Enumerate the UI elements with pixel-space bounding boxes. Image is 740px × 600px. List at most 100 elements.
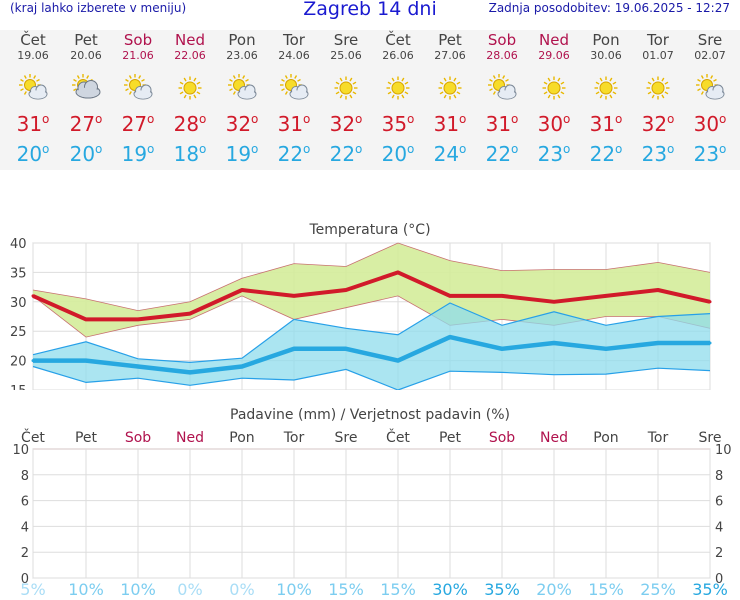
day-header: Pon 23.06: [216, 32, 268, 63]
sun-with-cloud-icon: [694, 72, 726, 104]
min-temp: 20o: [372, 142, 424, 166]
y-tick-label: 40: [10, 237, 27, 252]
precipitation-probability: 35%: [484, 580, 520, 599]
min-temp-value: 20: [381, 142, 408, 166]
degree-sign: o: [199, 112, 207, 126]
degree-sign: o: [95, 142, 103, 156]
min-temp-point: [292, 347, 296, 351]
y-tick-label-right: 6: [715, 495, 723, 510]
sun-with-cloud-icon: [278, 72, 310, 104]
precipitation-probability: 15%: [328, 580, 364, 599]
min-temp-value: 23: [693, 142, 720, 166]
min-temp-value: 22: [589, 142, 616, 166]
day-header: Ned 22.06: [164, 32, 216, 63]
day-date: 19.06: [17, 49, 49, 62]
max-temp-value: 30: [537, 112, 564, 136]
min-temp-value: 18: [173, 142, 200, 166]
day-date: 01.07: [642, 49, 674, 62]
sun-icon: [174, 72, 206, 104]
degree-sign: o: [42, 142, 50, 156]
degree-sign: o: [251, 142, 259, 156]
degree-sign: o: [667, 112, 675, 126]
precipitation-probability: 15%: [380, 580, 416, 599]
y-tick-label: 15: [10, 384, 27, 390]
min-range-band: [33, 303, 710, 390]
max-temp-line: [32, 270, 711, 322]
max-temp-value: 31: [433, 112, 460, 136]
y-tick-label-left: 8: [21, 469, 29, 484]
day-name: Pet: [438, 31, 462, 49]
forecast-strip: [0, 30, 740, 170]
sun-icon: [538, 72, 570, 104]
day-header: Sob 21.06: [112, 32, 164, 63]
degree-sign: o: [303, 112, 311, 126]
sun-with-cloud-icon: [122, 72, 154, 104]
min-range-lower-edge: [32, 365, 711, 390]
day-date: 24.06: [278, 49, 310, 62]
y-tick-label-left: 6: [21, 495, 29, 510]
day-name: Tor: [283, 31, 305, 49]
sun-icon: [590, 72, 622, 104]
day-header: Tor 24.06: [268, 31, 320, 63]
min-temp: 19o: [216, 142, 268, 166]
precipitation-probability: 30%: [432, 580, 468, 599]
min-temp-point: [500, 347, 504, 351]
max-temp: 30o: [528, 112, 580, 136]
min-temp-point: [448, 335, 452, 339]
max-temp-point: [708, 300, 712, 304]
max-temp-value: 35: [381, 112, 408, 136]
max-temp-point: [84, 317, 88, 321]
precipitation-probability: 15%: [588, 580, 624, 599]
degree-sign: o: [251, 112, 259, 126]
day-date: 21.06: [122, 49, 154, 62]
min-temp-point: [136, 364, 140, 368]
x-tick-label: Tor: [647, 430, 669, 446]
x-tick-label: Sob: [125, 430, 151, 446]
degree-sign: o: [303, 142, 311, 156]
max-temp-point: [552, 300, 556, 304]
day-date: 22.06: [174, 49, 206, 62]
degree-sign: o: [719, 112, 727, 126]
degree-sign: o: [667, 142, 675, 156]
max-temp: 31o: [476, 112, 528, 136]
max-temp-point: [344, 288, 348, 292]
degree-sign: o: [355, 142, 363, 156]
min-temp: 20o: [7, 142, 59, 166]
min-temp-value: 19: [225, 142, 252, 166]
degree-sign: o: [511, 142, 519, 156]
max-temp: 32o: [216, 112, 268, 136]
plot-area: [32, 448, 711, 579]
precipitation-probability: 20%: [536, 580, 572, 599]
degree-sign: o: [147, 112, 155, 126]
min-temp: 22o: [580, 142, 632, 166]
x-tick-label: Sre: [699, 430, 722, 446]
max-temp-point: [656, 288, 660, 292]
min-temp-value: 24: [433, 142, 460, 166]
max-temp-value: 30: [693, 112, 720, 136]
y-tick-label-right: 8: [715, 469, 723, 484]
x-tick-label: Sob: [489, 430, 515, 446]
precipitation-probability: 35%: [692, 580, 728, 599]
max-temp-point: [500, 294, 504, 298]
sun-icon: [382, 72, 414, 104]
day-header: Tor 01.07: [632, 32, 684, 63]
day-name: Sre: [333, 31, 359, 49]
precipitation-probability: 10%: [68, 580, 104, 599]
day-name: Čet: [385, 31, 411, 49]
day-date: 26.06: [382, 49, 414, 62]
degree-sign: o: [459, 142, 467, 156]
min-temp-point: [396, 359, 400, 363]
min-temp-point: [84, 359, 88, 363]
y-tick-label: 25: [10, 325, 27, 340]
max-temp-value: 31: [589, 112, 616, 136]
degree-sign: o: [42, 112, 50, 126]
day-name: Pon: [592, 31, 620, 49]
day-header: Pon 30.06: [580, 31, 632, 63]
precipitation-probability: 10%: [276, 580, 312, 599]
min-temp-point: [188, 370, 192, 374]
precipitation-probability: 0%: [177, 580, 203, 599]
sun-icon: [434, 72, 466, 104]
min-temp-value: 19: [121, 142, 148, 166]
y-tick-label-left: 4: [21, 520, 29, 535]
max-temp-point: [240, 288, 244, 292]
